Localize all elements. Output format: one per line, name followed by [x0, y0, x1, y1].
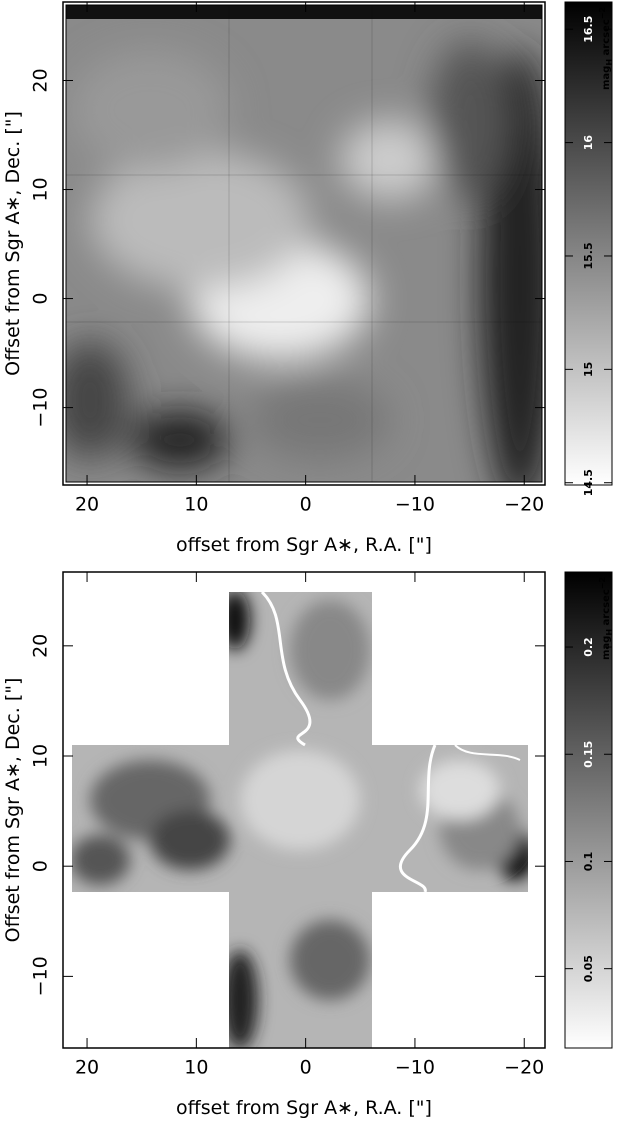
inner-frame: [65, 4, 543, 483]
y-tick-label: 10: [30, 744, 52, 768]
colorbar-label-part: arcsec: [601, 589, 612, 629]
colorbar-tick-label: 16: [582, 135, 595, 151]
x-tick-label: 0: [300, 1057, 312, 1079]
y-tick-label: 10: [30, 177, 52, 201]
colorbar-tick-label: 0.1: [582, 852, 595, 872]
colorbar: [564, 1, 613, 486]
colorbar-label-part: H: [605, 59, 614, 66]
x-tick-label: 10: [184, 1057, 208, 1079]
colorbar-tick-label: 14.5: [582, 469, 595, 496]
colorbar-tick-label: 16.5: [582, 16, 595, 43]
y-tick-label: 20: [30, 634, 52, 658]
y-tick-label: 0: [30, 860, 52, 872]
image-1: [66, 5, 542, 482]
colorbar-label-part: H: [605, 629, 614, 636]
y-tick-label: −10: [30, 388, 52, 428]
x-tick-label: 0: [300, 494, 312, 516]
colorbar-tick-label: 0.2: [582, 637, 595, 657]
colorbar-tick-label: 0.05: [582, 955, 595, 982]
colorbar-label: magH arcsec−2: [598, 7, 614, 90]
colorbar-label-part: −2: [598, 577, 607, 589]
x-tick-label: 10: [184, 494, 208, 516]
colorbar-tick-label: 15.5: [582, 242, 595, 269]
colorbar-label-part: −2: [598, 7, 607, 19]
y-axis-label: Offset from Sgr A∗, Dec. ["]: [2, 678, 24, 943]
x-tick-label: −20: [504, 494, 544, 516]
colorbar-tick-label: 15: [582, 362, 595, 377]
colorbar-label-part: arcsec: [601, 19, 612, 59]
x-tick-label: −20: [504, 1057, 544, 1079]
x-tick-label: −10: [395, 494, 435, 516]
image-2: [72, 592, 528, 1048]
x-axis-label: offset from Sgr A∗, R.A. ["]: [176, 534, 432, 556]
colorbar-label-part: mag: [601, 636, 612, 660]
y-tick-label: 0: [30, 293, 52, 305]
plot-frame: [62, 571, 546, 1049]
plot-frame: [62, 1, 546, 486]
colorbar-tick-label: 0.15: [582, 741, 595, 768]
x-tick-label: 20: [75, 1057, 99, 1079]
x-tick-label: 20: [75, 494, 99, 516]
y-tick-label: −10: [30, 956, 52, 996]
colorbar-label: magH arcsec−2: [598, 577, 614, 660]
x-tick-label: −10: [395, 1057, 435, 1079]
y-axis-label: Offset from Sgr A∗, Dec. ["]: [2, 111, 24, 376]
y-tick-label: 20: [30, 68, 52, 92]
x-axis-label: offset from Sgr A∗, R.A. ["]: [176, 1097, 432, 1119]
colorbar-label-part: mag: [601, 66, 612, 90]
